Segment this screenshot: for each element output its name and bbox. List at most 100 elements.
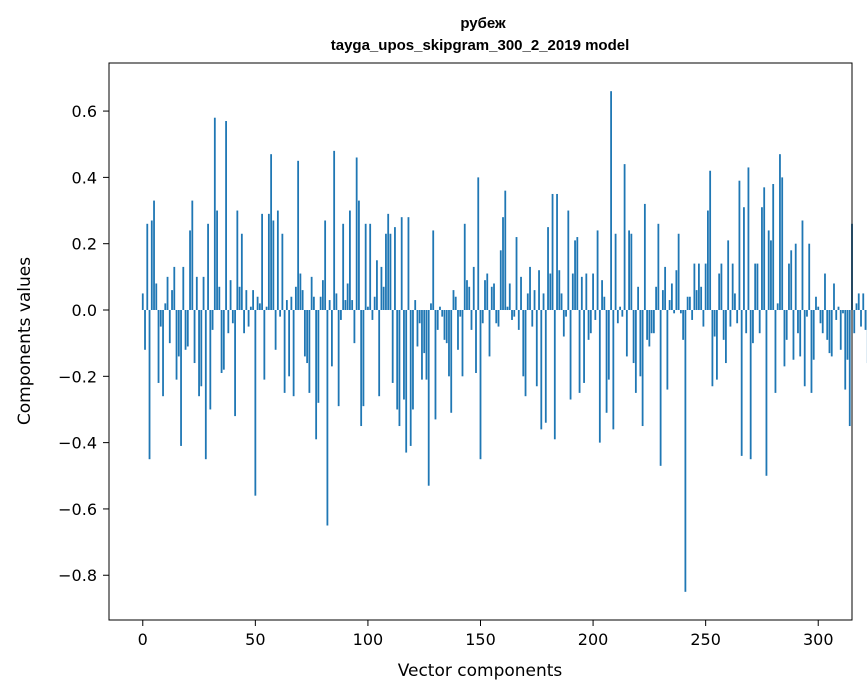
- bar: [211, 310, 214, 330]
- bar: [535, 310, 538, 387]
- bar: [520, 276, 522, 310]
- bar: [387, 213, 390, 310]
- bar: [781, 177, 784, 310]
- bar: [601, 280, 603, 310]
- bar: [439, 306, 441, 311]
- bar: [655, 286, 658, 310]
- bar: [864, 310, 867, 330]
- bar: [702, 310, 705, 327]
- bar: [285, 300, 288, 311]
- bar: [184, 310, 187, 350]
- bar: [810, 310, 813, 393]
- bar: [826, 310, 829, 340]
- bar: [218, 286, 221, 310]
- bar: [772, 184, 775, 310]
- bar: [317, 310, 320, 403]
- bar: [574, 240, 576, 310]
- bar: [765, 310, 768, 476]
- bar: [641, 310, 644, 427]
- bar: [637, 286, 640, 310]
- bar: [853, 310, 856, 334]
- bar: [472, 266, 475, 310]
- bar: [378, 310, 381, 397]
- bar: [835, 310, 838, 320]
- bar: [166, 276, 169, 310]
- bar: [596, 230, 599, 310]
- y-tick-label: 0.0: [72, 301, 97, 320]
- chart-title: рубеж: [460, 15, 506, 32]
- bar: [297, 160, 300, 311]
- bar: [258, 303, 261, 310]
- bar: [249, 306, 252, 311]
- bar: [657, 223, 660, 310]
- bar: [607, 310, 610, 380]
- bar: [459, 310, 462, 317]
- bar: [164, 303, 167, 310]
- bar: [288, 310, 291, 377]
- bar: [310, 276, 313, 310]
- bar: [684, 310, 687, 592]
- bar: [189, 230, 191, 310]
- bar: [261, 213, 263, 310]
- y-tick-label: 0.4: [72, 168, 97, 187]
- bar: [646, 310, 649, 340]
- bar: [821, 310, 824, 334]
- y-tick-label: 0.6: [72, 102, 97, 121]
- bar: [283, 310, 286, 393]
- bar: [441, 310, 444, 317]
- bar: [360, 310, 363, 427]
- bar: [736, 310, 739, 324]
- bar: [614, 233, 617, 311]
- bar: [414, 300, 417, 311]
- bar: [281, 233, 284, 311]
- bar: [526, 293, 529, 311]
- bar: [592, 273, 594, 310]
- bar: [481, 310, 484, 324]
- bar: [385, 233, 387, 311]
- bar: [661, 290, 664, 310]
- bar: [844, 310, 847, 390]
- bar: [495, 310, 498, 324]
- bar: [709, 170, 712, 310]
- bar: [256, 296, 259, 310]
- bar: [267, 213, 270, 310]
- bar: [337, 310, 340, 407]
- bar: [403, 310, 405, 400]
- bar: [799, 310, 802, 357]
- bar: [213, 117, 216, 311]
- bar: [754, 263, 757, 311]
- bar: [540, 310, 543, 430]
- bar: [648, 310, 651, 347]
- bar: [544, 310, 547, 423]
- bar: [367, 306, 369, 311]
- bar: [475, 310, 477, 373]
- bar: [547, 227, 549, 311]
- bar: [222, 310, 225, 370]
- bar: [299, 273, 302, 310]
- bar: [195, 276, 198, 310]
- bar: [421, 310, 423, 380]
- bar: [252, 290, 254, 310]
- bar: [391, 310, 394, 383]
- bar: [511, 310, 513, 320]
- bar: [263, 310, 266, 380]
- bar: [155, 283, 158, 310]
- bar: [445, 310, 448, 344]
- bar: [763, 187, 766, 310]
- bar: [191, 200, 194, 310]
- bar: [236, 210, 239, 310]
- bar: [828, 310, 831, 354]
- bar: [855, 303, 858, 310]
- bar: [254, 310, 257, 496]
- bar: [477, 177, 480, 310]
- bar: [346, 283, 349, 310]
- bar: [141, 293, 144, 311]
- bar: [670, 283, 673, 310]
- bar: [506, 306, 509, 311]
- bar: [502, 217, 504, 310]
- bar: [704, 263, 707, 311]
- bar: [839, 310, 842, 350]
- bar: [272, 220, 275, 311]
- bar: [513, 310, 516, 317]
- bar: [168, 310, 171, 344]
